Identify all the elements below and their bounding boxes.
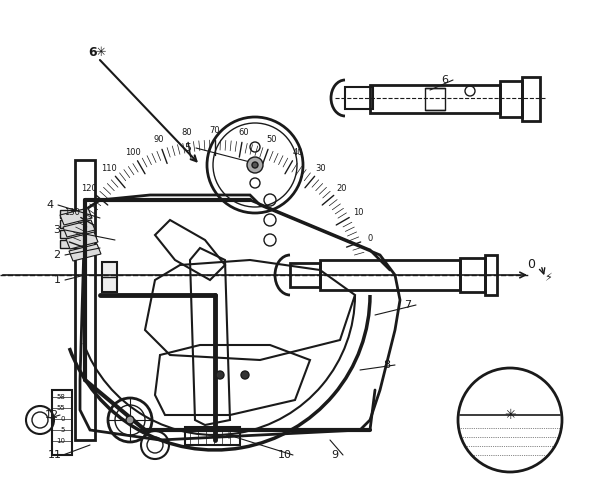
Bar [522, 77, 540, 121]
Text: 6: 6 [442, 75, 449, 85]
Bar [60, 240, 85, 248]
Text: ✳: ✳ [96, 46, 106, 58]
Circle shape [252, 162, 258, 168]
Bar [320, 260, 460, 290]
Text: 7: 7 [404, 300, 412, 310]
Text: 6: 6 [89, 46, 97, 58]
Text: 0: 0 [527, 258, 535, 272]
Polygon shape [63, 220, 95, 237]
Bar [370, 85, 500, 113]
Text: 110: 110 [101, 164, 117, 173]
Text: 4: 4 [46, 200, 53, 210]
Text: 9: 9 [331, 450, 338, 460]
Text: 10: 10 [353, 208, 363, 217]
Bar [345, 87, 373, 109]
Bar [485, 255, 497, 295]
Text: 10: 10 [278, 450, 292, 460]
Text: ⚡: ⚡ [544, 273, 552, 283]
Text: 55: 55 [56, 405, 65, 411]
Bar [425, 88, 445, 110]
Text: 1: 1 [53, 275, 61, 285]
Text: 5: 5 [185, 143, 191, 153]
Polygon shape [66, 232, 98, 249]
Text: 58: 58 [56, 394, 65, 400]
Text: 20: 20 [336, 185, 347, 193]
Text: 30: 30 [316, 164, 326, 173]
Text: 80: 80 [181, 128, 191, 137]
Circle shape [216, 371, 224, 379]
Text: 5: 5 [61, 427, 65, 433]
Text: 0: 0 [367, 234, 373, 243]
Text: 120: 120 [81, 185, 97, 193]
Text: 100: 100 [125, 148, 140, 157]
Text: 90: 90 [154, 136, 164, 144]
Bar [500, 81, 522, 117]
Text: 10: 10 [56, 438, 65, 444]
Bar [460, 258, 485, 292]
Bar [185, 427, 240, 445]
Text: 50: 50 [266, 136, 277, 144]
Circle shape [126, 416, 134, 424]
Text: 60: 60 [238, 128, 249, 137]
Text: 70: 70 [209, 126, 220, 135]
Bar [290, 263, 320, 287]
Text: 11: 11 [48, 450, 62, 460]
Bar [60, 220, 85, 228]
Bar [102, 262, 117, 292]
Text: 2: 2 [53, 250, 61, 260]
Text: 130: 130 [64, 208, 80, 217]
Text: 12: 12 [45, 410, 59, 420]
Text: 8: 8 [383, 360, 391, 370]
Bar [52, 390, 72, 455]
Text: +: + [211, 431, 219, 441]
Text: 3: 3 [53, 225, 61, 235]
Circle shape [241, 371, 249, 379]
Circle shape [247, 157, 263, 173]
Text: +: + [224, 431, 232, 441]
Bar [60, 210, 85, 218]
Polygon shape [60, 208, 92, 225]
Bar [60, 230, 85, 238]
Text: 40: 40 [292, 148, 303, 157]
Polygon shape [69, 244, 101, 261]
Text: ✳: ✳ [504, 408, 516, 422]
Text: 0: 0 [61, 416, 65, 422]
